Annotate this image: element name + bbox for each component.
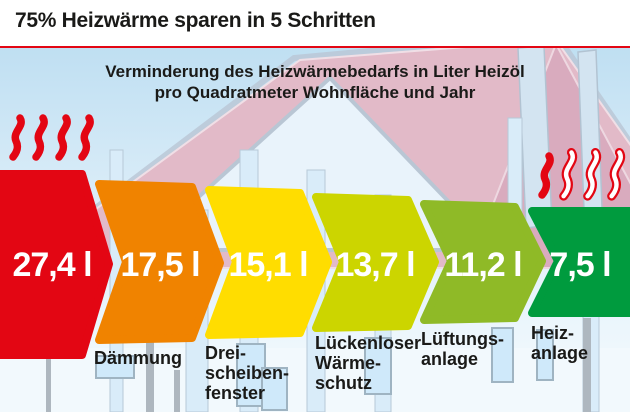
title-bar xyxy=(0,0,630,46)
step-label-daemmung: Dämmung xyxy=(94,348,183,368)
step-arrow-1 xyxy=(0,170,113,359)
window xyxy=(491,327,514,383)
step-value-2: 17,5 l xyxy=(120,246,200,284)
window xyxy=(536,329,554,381)
window xyxy=(364,337,392,395)
step-value-3: 15,1 l xyxy=(228,246,308,284)
step-arrow-4 xyxy=(312,193,439,332)
step-value-4: 13,7 l xyxy=(335,246,415,284)
step-arrow-5 xyxy=(420,200,546,324)
step-arrow-2 xyxy=(95,180,224,344)
step-label-lueftung: Lüftungs- anlage xyxy=(421,329,504,369)
step-arrows xyxy=(0,170,630,359)
windows xyxy=(95,327,554,411)
step-value-5: 11,2 l xyxy=(444,246,522,284)
step-arrow-6 xyxy=(528,207,630,317)
window xyxy=(261,367,288,411)
step-value-6: 7,5 l xyxy=(549,246,611,284)
step-label-fenster: Drei- scheiben- fenster xyxy=(205,343,290,403)
step-arrow-3 xyxy=(205,186,332,339)
chart-subtitle: Verminderung des Heizwärmebedarfs in Lit… xyxy=(105,62,525,102)
step-label-heizanlage: Heiz- anlage xyxy=(531,323,589,363)
step-label-waermeschutz: Lückenloser Wärme- schutz xyxy=(315,333,422,393)
window xyxy=(95,355,135,379)
page-title: 75% Heizwärme sparen in 5 Schritten xyxy=(15,9,376,32)
step-value-1: 27,4 l xyxy=(12,246,92,284)
title-underline xyxy=(0,46,630,48)
